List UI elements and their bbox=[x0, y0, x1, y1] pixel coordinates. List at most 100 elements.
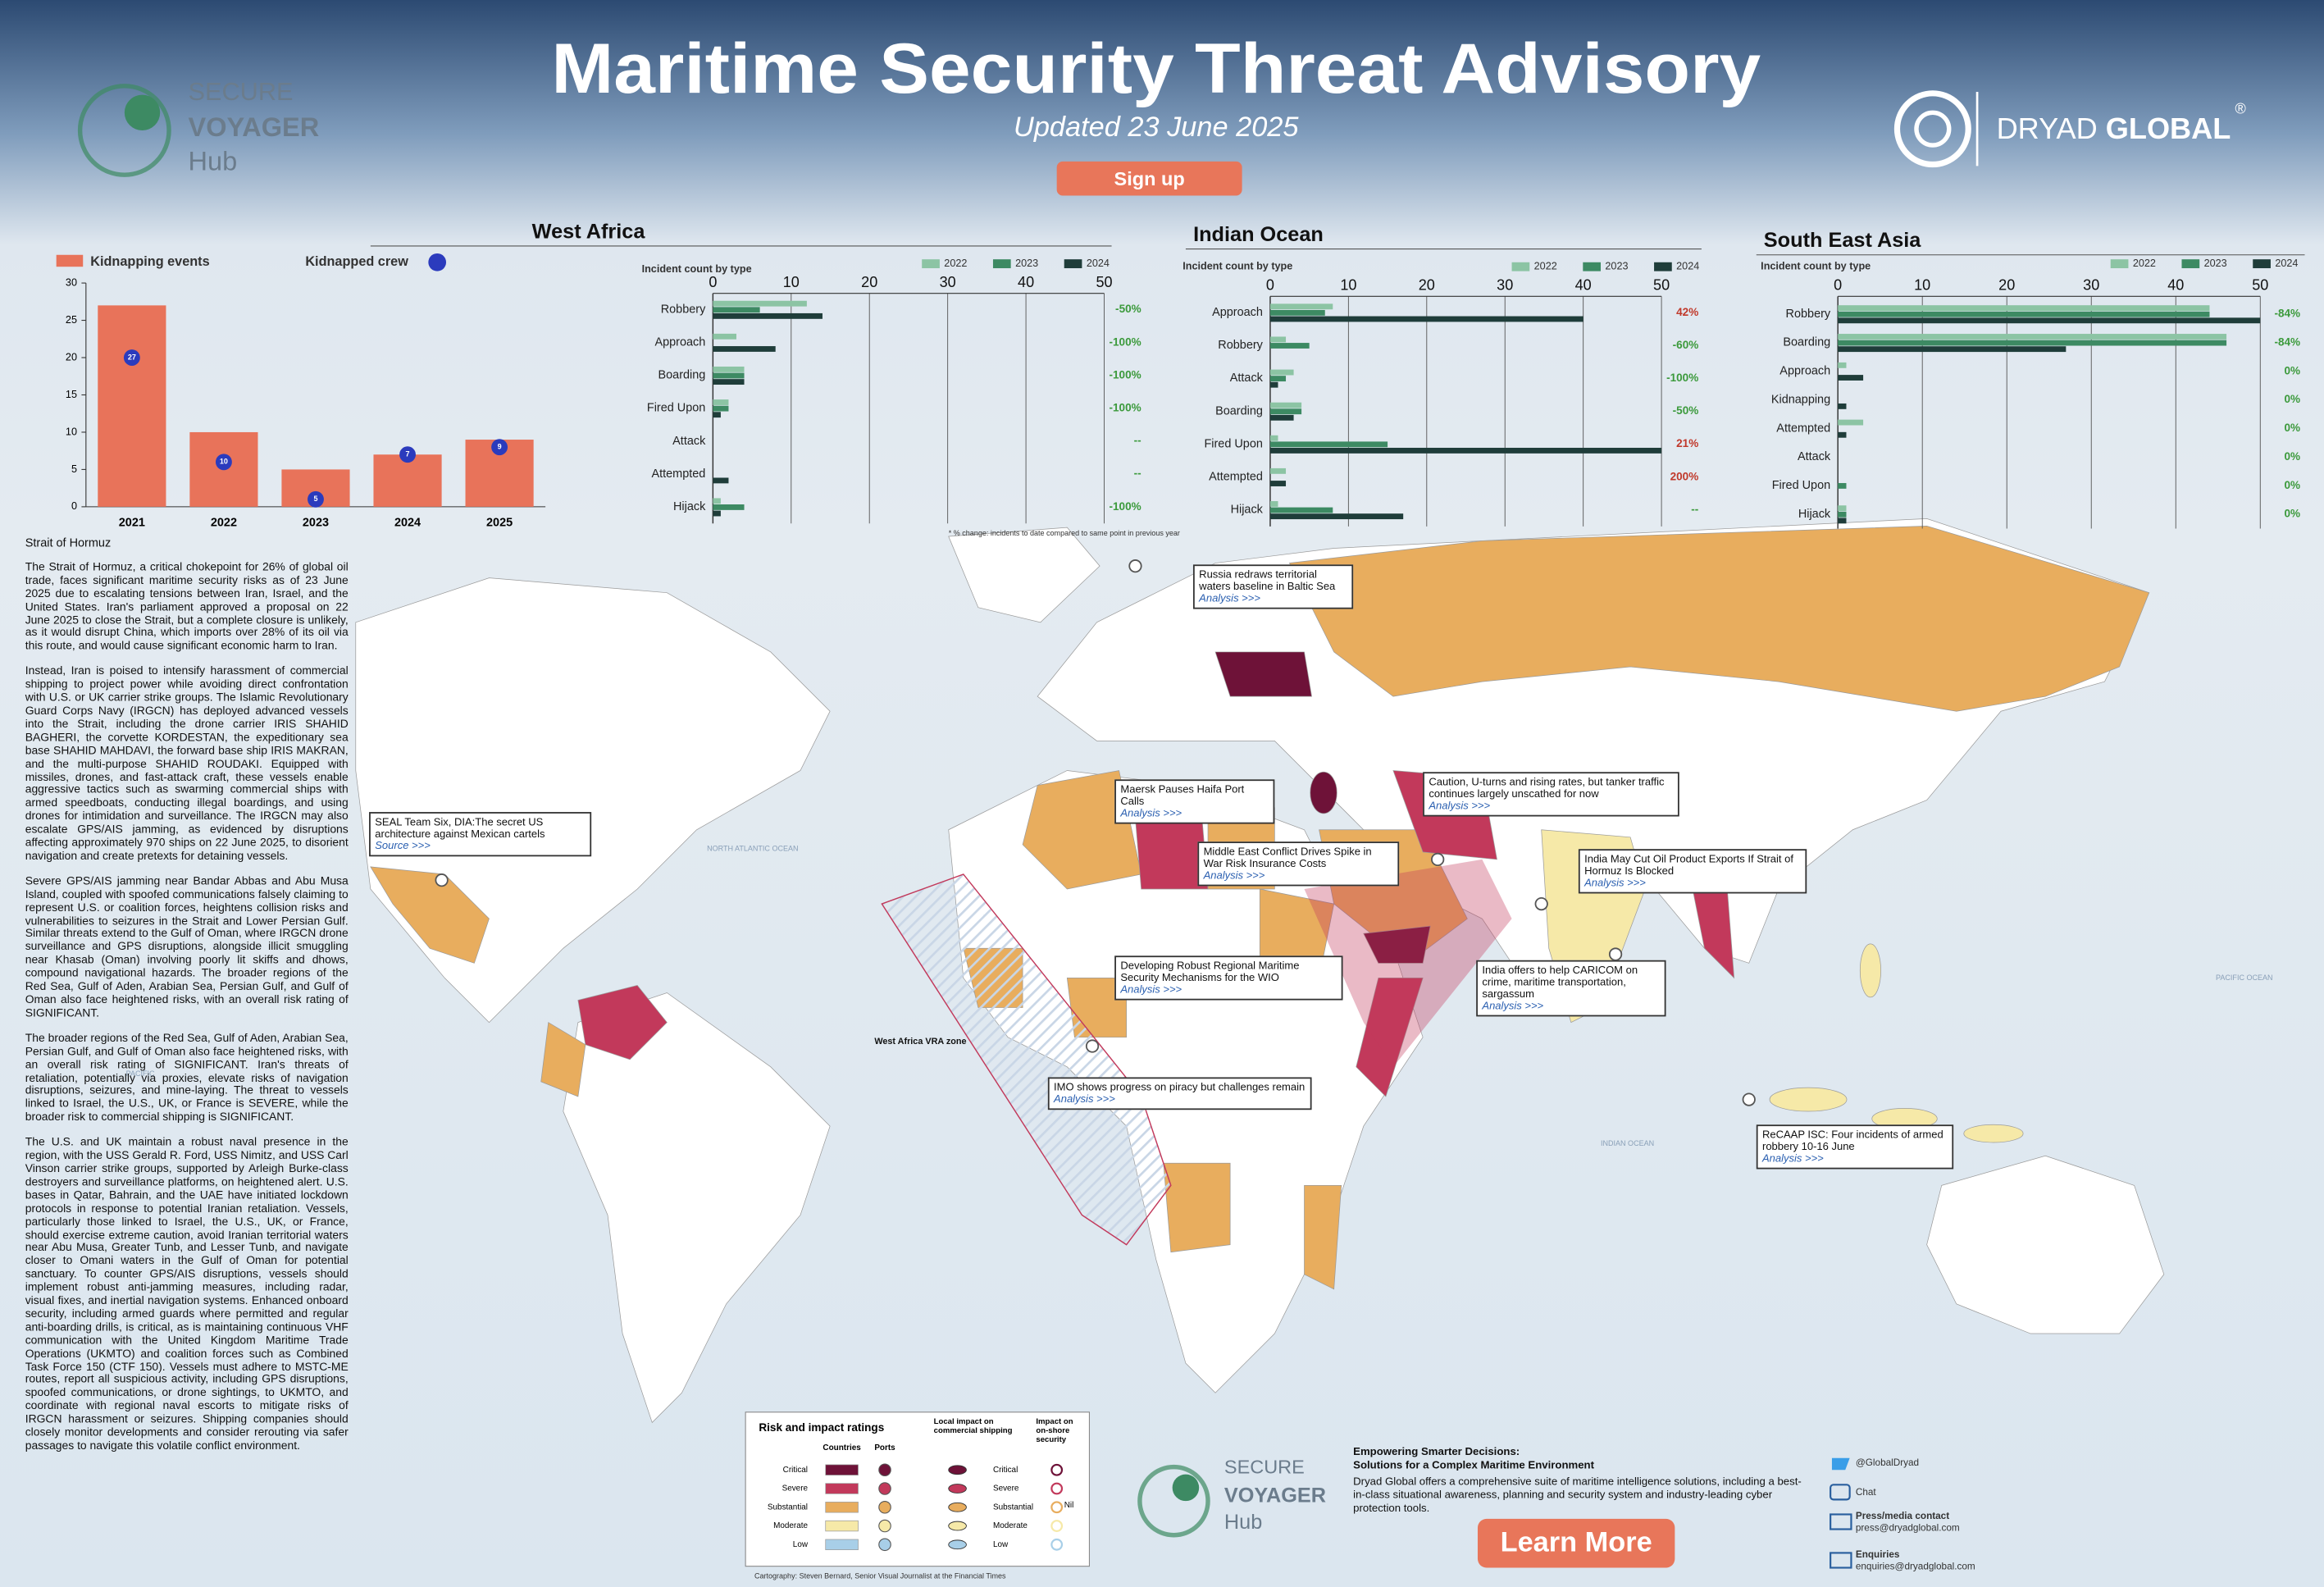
bar bbox=[1269, 303, 1333, 310]
legend-column: Ports bbox=[874, 1443, 895, 1452]
bar bbox=[1269, 381, 1278, 388]
legend-column: Local impact on commercial shipping bbox=[933, 1418, 1013, 1436]
logo-text: Hub bbox=[189, 146, 238, 176]
marker bbox=[1608, 947, 1623, 961]
bar bbox=[373, 454, 442, 507]
annotation-link[interactable]: Analysis >>> bbox=[1761, 1151, 1824, 1165]
logo-dot bbox=[1172, 1474, 1200, 1502]
annotation-link[interactable]: Analysis >>> bbox=[1482, 998, 1544, 1012]
marker bbox=[1742, 1092, 1756, 1106]
footer-text: Empowering Smarter Decisions: Solutions … bbox=[1353, 1445, 1812, 1515]
y-tick-label: 20 bbox=[66, 351, 77, 363]
annotation-text: SEAL Team Six, DIA:The secret US archite… bbox=[375, 814, 545, 841]
logo-text: SECURE bbox=[189, 77, 294, 106]
risk-legend: Risk and impact ratings Countries Ports … bbox=[745, 1411, 1090, 1567]
learn-more-button[interactable]: Learn More bbox=[1477, 1518, 1675, 1568]
logo-ring bbox=[77, 84, 171, 177]
bar bbox=[1269, 447, 1662, 454]
bar bbox=[1838, 403, 1847, 409]
annotation: India offers to help CARICOM on crime, m… bbox=[1476, 960, 1666, 1017]
annotation-link[interactable]: Analysis >>> bbox=[1054, 1092, 1115, 1106]
change-label: -100% bbox=[1110, 335, 1141, 348]
annotation: ReCAAP ISC: Four incidents of armed robb… bbox=[1756, 1124, 1954, 1170]
land-substantial bbox=[1288, 526, 2150, 712]
legend-level: Moderate bbox=[993, 1521, 1028, 1530]
legend-label: 2024 bbox=[1087, 258, 1110, 269]
land-severe bbox=[1356, 978, 1424, 1097]
logo-left: SECURE VOYAGER Hub bbox=[77, 77, 319, 177]
legend-swatch bbox=[825, 1483, 859, 1494]
article: Strait of Hormuz The Strait of Hormuz, a… bbox=[25, 536, 349, 1466]
y-tick-label: 30 bbox=[66, 276, 77, 288]
annotation-text: Caution, U-turns and rising rates, but t… bbox=[1429, 774, 1665, 800]
legend-ship bbox=[948, 1465, 967, 1475]
change-label: -50% bbox=[1115, 303, 1141, 315]
legend-swatch bbox=[922, 259, 940, 269]
x-tick-label: 30 bbox=[1497, 276, 1513, 293]
land-critical bbox=[1310, 771, 1337, 814]
x-tick-label: 10 bbox=[1340, 276, 1356, 293]
signup-button[interactable]: Sign up bbox=[1056, 161, 1242, 196]
contact-email[interactable]: enquiries@dryadglobal.com bbox=[1855, 1562, 1975, 1572]
annotation-link[interactable]: Analysis >>> bbox=[1120, 982, 1183, 996]
legend-box bbox=[745, 1411, 1090, 1567]
bar bbox=[1838, 518, 1847, 524]
legend-swatch bbox=[825, 1539, 859, 1550]
marker bbox=[435, 873, 449, 887]
vra-label: West Africa VRA zone bbox=[874, 1037, 966, 1047]
bar bbox=[1838, 419, 1864, 426]
article-paragraph: The Strait of Hormuz, a critical chokepo… bbox=[25, 559, 349, 653]
article-paragraph: Instead, Iran is poised to intensify har… bbox=[25, 664, 349, 863]
contact-twitter[interactable]: @GlobalDryad bbox=[1855, 1457, 1920, 1469]
annotation-link[interactable]: Analysis >>> bbox=[1429, 798, 1491, 813]
axis-label: Incident count by type bbox=[1183, 261, 1292, 272]
land-substantial bbox=[540, 1022, 586, 1097]
category-label: Approach bbox=[1212, 306, 1263, 319]
bar bbox=[1838, 505, 1847, 512]
bar bbox=[713, 300, 807, 307]
change-label: 0% bbox=[2284, 422, 2300, 434]
data-label: 27 bbox=[128, 353, 136, 361]
legend-label: Kidnapped crew bbox=[305, 254, 408, 269]
bar bbox=[713, 412, 721, 418]
bar bbox=[1269, 309, 1325, 316]
x-tick-label: 2024 bbox=[394, 517, 421, 530]
chat-icon bbox=[1830, 1484, 1851, 1501]
annotation-link[interactable]: Analysis >>> bbox=[1203, 868, 1265, 882]
annotation-text: ReCAAP ISC: Four incidents of armed robb… bbox=[1761, 1127, 1944, 1153]
mail-icon bbox=[1830, 1513, 1852, 1530]
x-tick-label: 0 bbox=[709, 274, 717, 290]
annotation-link[interactable]: Analysis >>> bbox=[1584, 875, 1646, 890]
change-label: 0% bbox=[2284, 508, 2300, 520]
bar bbox=[1838, 305, 2210, 312]
article-paragraph: The broader regions of the Red Sea, Gulf… bbox=[25, 1031, 349, 1124]
annotation-link[interactable]: Source >>> bbox=[375, 838, 431, 852]
ocean-label: NORTH ATLANTIC OCEAN bbox=[707, 845, 798, 853]
category-label: Approach bbox=[654, 336, 705, 349]
x-tick-label: 30 bbox=[2083, 276, 2099, 293]
bar bbox=[1269, 343, 1310, 349]
legend-level: Severe bbox=[993, 1484, 1019, 1494]
land-substantial bbox=[1022, 770, 1142, 890]
land-substantial bbox=[1304, 1184, 1342, 1290]
contact-email[interactable]: press@dryadglobal.com bbox=[1855, 1523, 1960, 1534]
legend-column-wrap: Impact on on-shore security bbox=[1036, 1418, 1073, 1445]
annotation-link[interactable]: Analysis >>> bbox=[1120, 805, 1183, 820]
article-title: Strait of Hormuz bbox=[25, 536, 112, 550]
annotation-text: India May Cut Oil Product Exports If Str… bbox=[1584, 851, 1793, 878]
x-tick-label: 20 bbox=[1998, 276, 2015, 293]
x-tick-label: 30 bbox=[940, 274, 956, 290]
category-label: Kidnapping bbox=[1771, 393, 1830, 406]
bar bbox=[713, 510, 721, 517]
bar bbox=[1269, 402, 1302, 408]
legend-label: 2023 bbox=[2204, 258, 2227, 269]
annotation: Caution, U-turns and rising rates, but t… bbox=[1423, 772, 1679, 817]
ocean-label: INDIAN OCEAN bbox=[1601, 1139, 1654, 1147]
contact-chat[interactable]: Chat bbox=[1855, 1487, 1876, 1498]
x-tick-label: 40 bbox=[1575, 276, 1592, 293]
subtitle: Updated 23 June 2025 bbox=[1014, 112, 1299, 143]
logo-bottom: SECURE VOYAGER Hub bbox=[1137, 1457, 1326, 1538]
legend-onshore bbox=[1050, 1538, 1064, 1551]
annotation-link[interactable]: Analysis >>> bbox=[1199, 591, 1260, 605]
